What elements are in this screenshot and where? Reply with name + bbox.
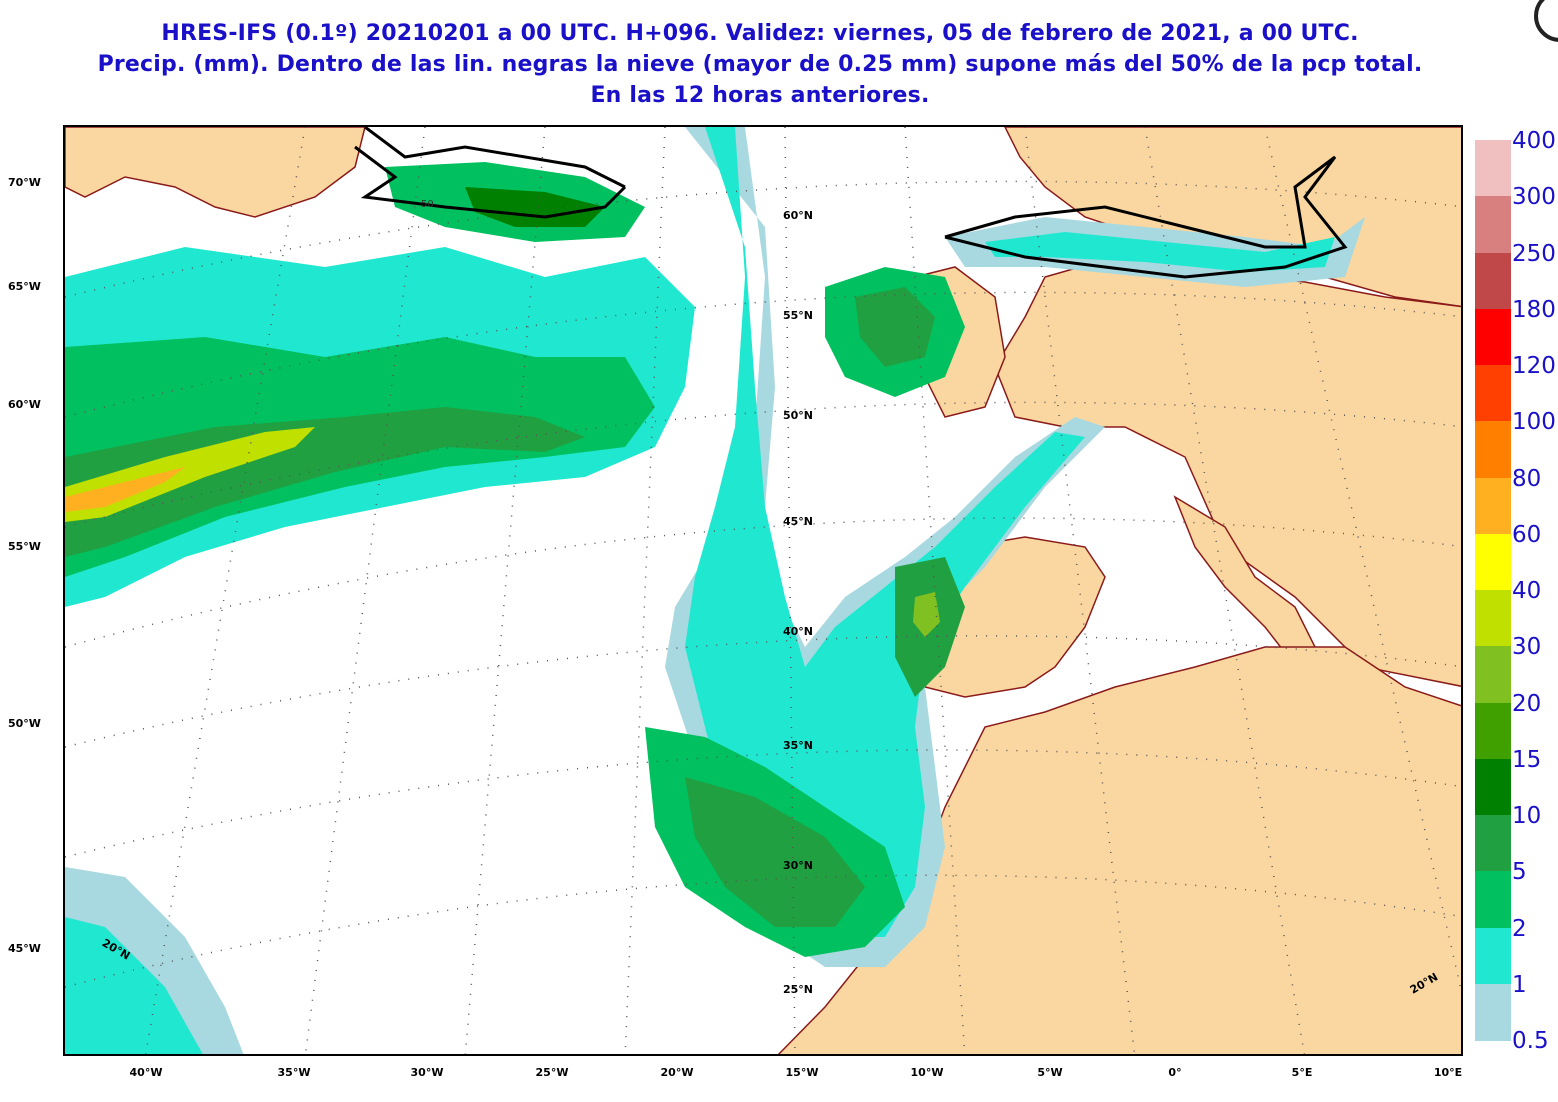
precip-front-dark [685, 777, 865, 927]
colorbar-label: 400 [1512, 128, 1556, 154]
precip-west-max [65, 427, 315, 522]
colorbar-swatch [1475, 421, 1511, 478]
colorbar-swatch [1475, 646, 1511, 703]
colorbar-swatch [1475, 533, 1511, 591]
colorbar-label: 40 [1512, 578, 1542, 604]
graticule-line [65, 749, 1461, 858]
contour-value-label: 50 [421, 199, 434, 210]
lon-label-bottom: 25°W [535, 1066, 569, 1079]
colorbar-label: 250 [1512, 240, 1556, 267]
colorbar-swatch [1475, 927, 1511, 985]
colorbar-swatch [1475, 871, 1511, 928]
lon-label-bottom: 0° [1168, 1066, 1182, 1079]
title-line-2: Precip. (mm). Dentro de las lin. negras … [97, 52, 1423, 77]
precip-colorbar [1475, 140, 1511, 1041]
colorbar-swatch [1475, 196, 1511, 253]
colorbar-label: 10 [1512, 803, 1542, 829]
lat-label: 45°N [783, 515, 814, 528]
snow-line-greenland [354, 145, 627, 219]
colorbar-swatch [1475, 983, 1511, 1041]
colorbar-swatch [1475, 477, 1511, 535]
colorbar-swatch [1475, 140, 1511, 197]
title-line-1: HRES-IFS (0.1º) 20210201 a 00 UTC. H+096… [161, 21, 1359, 46]
lon-label-left: 50°W [8, 717, 41, 730]
colorbar-label: 20 [1512, 690, 1542, 717]
map-frame[interactable]: 60°N 55°N 50°N 45°N 40°N 35°N 30°N 25°N … [63, 125, 1463, 1056]
lon-label-left: 45°W [8, 942, 41, 955]
colorbar-label: 100 [1512, 409, 1556, 436]
precip-front-cyan [685, 127, 1085, 937]
colorbar-label: 180 [1512, 296, 1556, 323]
map-title: HRES-IFS (0.1º) 20210201 a 00 UTC. H+096… [0, 18, 1520, 111]
lon-label-left: 70°W [8, 176, 41, 189]
graticule-line [65, 401, 1461, 528]
colorbar-swatch [1475, 308, 1511, 366]
lon-label-left: 60°W [8, 398, 41, 411]
graticule-line [65, 180, 1461, 298]
lat-label: 30°N [783, 859, 814, 872]
graticule-line [65, 291, 1461, 418]
colorbar-swatch [1475, 702, 1511, 760]
lon-label-bottom: 5°E [1291, 1066, 1313, 1079]
lon-label-bottom: 15°W [785, 1066, 819, 1079]
snow-contours [354, 127, 1348, 279]
graticule [65, 127, 1461, 1054]
colorbar-label: 0.5 [1512, 1028, 1549, 1054]
colorbar-label: 30 [1512, 634, 1542, 661]
precip-west-peak [65, 467, 185, 512]
lat-label: 50°N [783, 409, 814, 422]
graticule-line [65, 635, 1461, 748]
lon-label-bottom: 10°E [1433, 1066, 1463, 1079]
colorbar-swatch [1475, 815, 1511, 872]
precip-uk-dark [855, 287, 935, 367]
precipitation-map [65, 127, 1461, 1054]
colorbar-label: 1 [1512, 971, 1527, 998]
colorbar-label: 80 [1512, 465, 1542, 492]
precip-iberia-max [913, 592, 940, 637]
graticule-line [1264, 127, 1461, 993]
colorbar-label: 15 [1512, 746, 1542, 773]
colorbar-label: 5 [1512, 859, 1527, 886]
lon-label-bottom: 5°W [1037, 1066, 1063, 1079]
lon-label-bottom: 20°W [660, 1066, 694, 1079]
lon-label-bottom: 10°W [910, 1066, 944, 1079]
colorbar-label: 60 [1512, 521, 1542, 548]
corner-arc-icon [1534, 0, 1558, 42]
lon-label-left: 55°W [8, 540, 41, 553]
lat-label: 25°N [783, 983, 814, 996]
colorbar-label: 2 [1512, 915, 1527, 942]
lon-label-bottom: 40°W [129, 1066, 163, 1079]
lon-label-bottom: 35°W [277, 1066, 311, 1079]
snow-line-scandi [944, 155, 1348, 279]
snow-line-top [364, 127, 626, 189]
precip-north-band-dark [465, 187, 605, 227]
colorbar-label: 300 [1512, 184, 1556, 211]
title-line-3: En las 12 horas anteriores. [590, 83, 930, 108]
lat-label: 40°N [783, 625, 814, 638]
lat-label: 55°N [783, 309, 814, 322]
lon-label-left: 65°W [8, 280, 41, 293]
colorbar-swatch [1475, 758, 1511, 816]
lat-label: 35°N [783, 739, 814, 752]
colorbar-swatch [1475, 365, 1511, 422]
lon-label-bottom: 30°W [410, 1066, 444, 1079]
precip-sw-scatter [65, 887, 204, 1054]
precip-scandi-cyan [985, 232, 1335, 272]
precip-west-plume-dark [65, 407, 585, 557]
precip-sw-light [65, 867, 244, 1054]
land-greenland [65, 127, 366, 218]
colorbar-swatch [1475, 590, 1511, 647]
colorbar-label: 120 [1512, 353, 1556, 379]
colorbar-swatch [1475, 252, 1511, 310]
lat-label: 60°N [783, 209, 814, 222]
